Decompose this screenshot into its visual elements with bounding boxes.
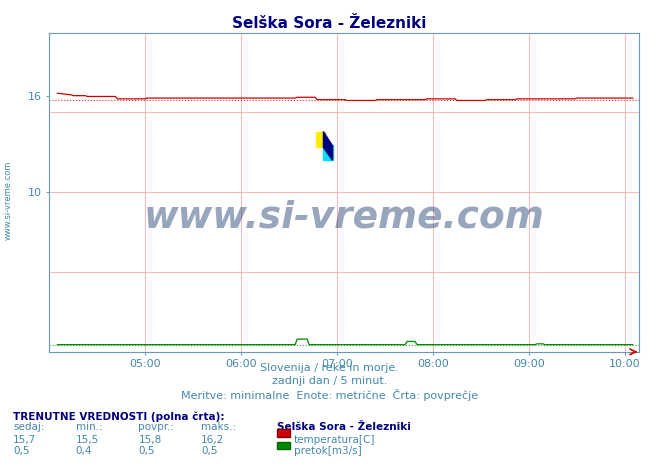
Text: Slovenija / reke in morje.: Slovenija / reke in morje. (260, 363, 399, 372)
Text: 15,8: 15,8 (138, 435, 161, 445)
Text: 0,4: 0,4 (76, 446, 92, 456)
Text: zadnji dan / 5 minut.: zadnji dan / 5 minut. (272, 376, 387, 385)
Text: min.:: min.: (76, 422, 103, 432)
Text: maks.:: maks.: (201, 422, 236, 432)
Text: 0,5: 0,5 (13, 446, 30, 456)
Bar (316, 131, 325, 147)
Text: Meritve: minimalne  Enote: metrične  Črta: povprečje: Meritve: minimalne Enote: metrične Črta:… (181, 389, 478, 401)
Text: Selška Sora - Železniki: Selška Sora - Železniki (277, 422, 411, 432)
Text: TRENUTNE VREDNOSTI (polna črta):: TRENUTNE VREDNOSTI (polna črta): (13, 411, 225, 422)
Text: 15,7: 15,7 (13, 435, 36, 445)
Text: pretok[m3/s]: pretok[m3/s] (294, 446, 362, 456)
Text: www.si-vreme.com: www.si-vreme.com (4, 161, 13, 240)
Text: 0,5: 0,5 (138, 446, 155, 456)
Text: 0,5: 0,5 (201, 446, 217, 456)
Text: povpr.:: povpr.: (138, 422, 175, 432)
Polygon shape (324, 131, 333, 160)
Text: www.si-vreme.com: www.si-vreme.com (144, 200, 545, 236)
Text: 16,2: 16,2 (201, 435, 224, 445)
Text: temperatura[C]: temperatura[C] (294, 435, 376, 445)
Text: Selška Sora - Železniki: Selška Sora - Železniki (233, 16, 426, 31)
Text: sedaj:: sedaj: (13, 422, 45, 432)
Bar (324, 144, 333, 160)
Text: 15,5: 15,5 (76, 435, 99, 445)
